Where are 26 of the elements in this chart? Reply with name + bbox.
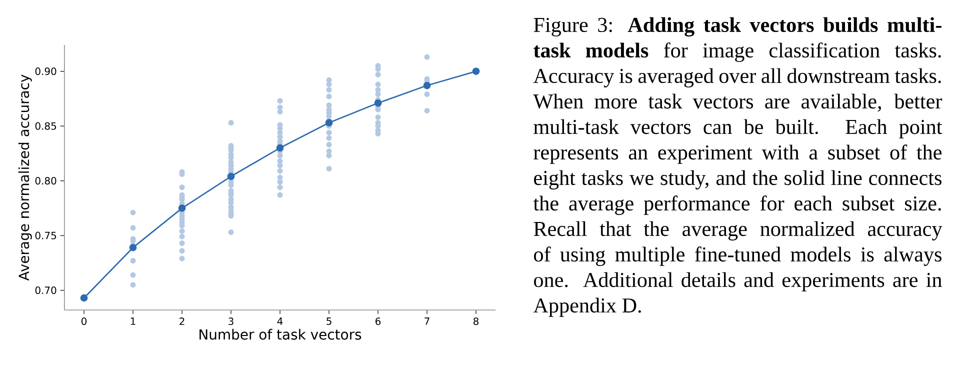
x-tick-label: 8 — [474, 318, 478, 326]
point — [276, 144, 284, 152]
y-tick-label: 0.85 — [35, 122, 56, 130]
point — [227, 172, 235, 180]
x-tick-label: 3 — [228, 318, 234, 326]
point — [80, 294, 88, 302]
y-axis-title: Average normalized accuracy — [18, 74, 32, 281]
point — [325, 119, 333, 126]
x-tick-label: 5 — [326, 318, 332, 325]
text: Figure 3: Adding task vectors builds multi-task models for image classification tasks. Accuracy is averaged over all downstream tasks. When more task vectors are available, better multi-task vectors can be built. Each point represents an experiment with a subset of the eight tasks we study, and the solid line connects the average performance for each subset size. Recall that the average normalized accuracy of using multiple fine-tuned models is always one. Additional details and experiments are in Appendix D. — [533, 17, 942, 317]
y-tick-label: 0.70 — [35, 286, 56, 294]
x-tick-label: 4 — [277, 318, 283, 325]
y-tick-label: 0.90 — [35, 67, 56, 76]
y-tick-label: 0.75 — [35, 232, 56, 240]
x-tick-label: 2 — [180, 318, 184, 325]
x-tick-label: 0 — [81, 318, 87, 326]
point — [178, 204, 186, 212]
x-tick-label: 1 — [130, 318, 136, 325]
point — [423, 82, 431, 90]
x-tick-label: 6 — [376, 318, 381, 326]
point — [129, 244, 137, 252]
x-axis-title: Number of task vectors — [200, 328, 362, 340]
point — [472, 68, 480, 75]
point — [374, 99, 382, 107]
x-tick-label: 7 — [424, 318, 430, 325]
y-tick-label: 0.80 — [35, 177, 56, 185]
